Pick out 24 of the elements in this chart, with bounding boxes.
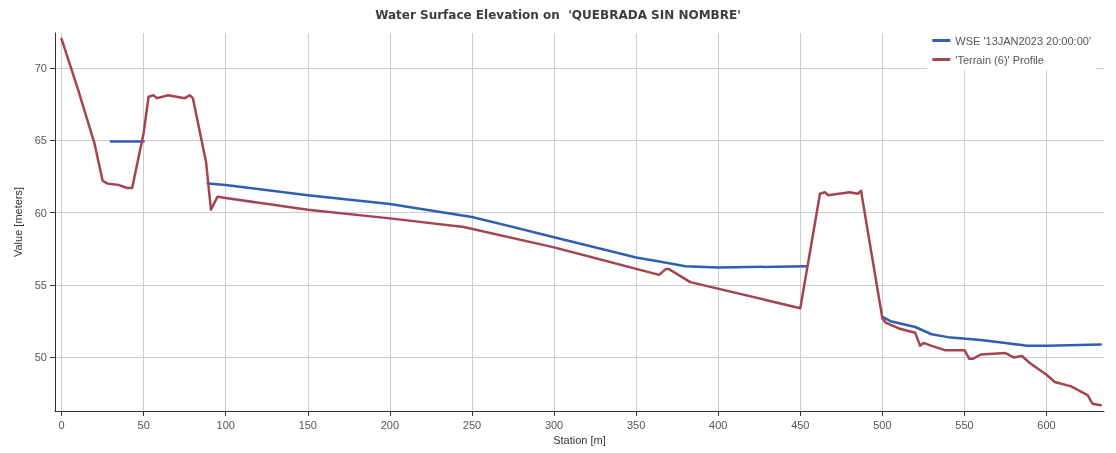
y-tick-label: 60 [34,206,47,219]
legend-label: 'Terrain (6)' Profile [955,53,1044,66]
line-series [60,37,1102,407]
legend-label: WSE '13JAN2023 20:00:00' [955,34,1092,47]
x-tick-label: 500 [873,418,892,431]
x-tick-label: 100 [216,418,235,431]
y-tick-label: 70 [34,61,47,74]
x-tick-label: 0 [58,418,65,431]
x-tick-label: 50 [137,418,150,431]
x-axis-title: Station [m] [553,434,606,447]
y-tick-label: 55 [34,279,47,291]
x-tick-label: 600 [1037,418,1056,431]
x-tick-label: 450 [791,418,810,431]
x-tick-label: 400 [709,418,728,431]
x-tick-label: 300 [544,418,564,431]
x-tick-label: 550 [955,418,974,431]
y-tick-label: 50 [34,351,47,364]
y-axis-title: Value [meters] [11,186,24,258]
x-tick-label: 250 [462,418,482,431]
x-tick-label: 200 [380,418,400,431]
chart-title: Water Surface Elevation on 'QUEBRADA SIN NOMBRE' [375,8,741,22]
x-tick-label: 350 [626,418,646,431]
x-tick-label: 150 [298,418,317,431]
y-tick-label: 65 [34,134,47,147]
